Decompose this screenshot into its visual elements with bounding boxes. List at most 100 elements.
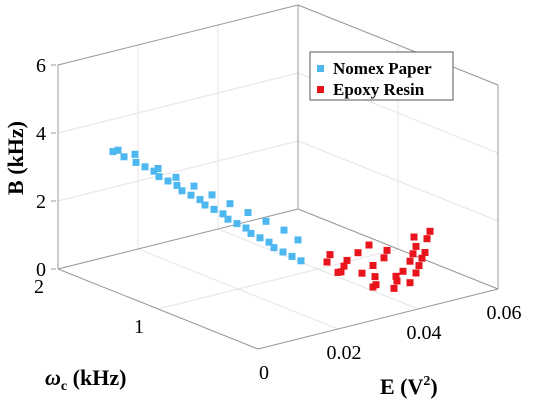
z-tick-label: 0 <box>36 259 46 281</box>
legend: Nomex Paper Epoxy Resin <box>309 51 454 101</box>
data-point <box>372 281 380 289</box>
data-point <box>132 158 140 166</box>
legend-marker-nomex <box>317 65 324 72</box>
data-point <box>399 267 407 275</box>
legend-label-epoxy: Epoxy Resin <box>333 80 425 99</box>
legend-marker-epoxy <box>317 86 324 93</box>
data-point <box>406 279 414 287</box>
data-point <box>393 277 401 285</box>
axis-box-edge <box>297 208 499 290</box>
data-point <box>418 254 426 262</box>
data-point <box>178 187 186 195</box>
data-point <box>409 250 417 258</box>
x-tick-label: 0.04 <box>407 322 442 344</box>
data-point <box>262 217 270 225</box>
z-tick-label: 2 <box>36 191 46 213</box>
data-point <box>173 181 181 189</box>
data-point <box>155 173 163 181</box>
x-tick-label: 0.06 <box>487 302 522 324</box>
grid-line <box>57 140 299 202</box>
grid-line <box>157 248 399 310</box>
data-point <box>224 215 232 223</box>
data-point <box>294 236 302 244</box>
data-point <box>141 163 149 171</box>
data-points <box>109 146 434 292</box>
data-point <box>380 254 388 262</box>
data-point <box>343 256 351 264</box>
data-point <box>371 273 379 281</box>
data-point <box>233 220 241 228</box>
data-point <box>154 165 162 172</box>
data-point <box>190 182 198 190</box>
data-point <box>265 238 273 246</box>
data-point <box>392 272 400 280</box>
data-point <box>421 249 429 256</box>
y-tick-label: 1 <box>134 316 144 338</box>
legend-box <box>309 51 454 101</box>
data-point <box>256 234 264 242</box>
data-point <box>131 150 139 158</box>
data-point <box>288 252 296 260</box>
data-point <box>187 191 195 199</box>
data-point <box>412 269 420 277</box>
x-tick-label: 0.02 <box>327 342 362 364</box>
data-point <box>242 224 250 232</box>
data-point <box>210 205 218 213</box>
data-point <box>369 262 377 269</box>
data-point <box>297 257 305 265</box>
data-point <box>120 153 128 161</box>
axis-box-edge <box>257 288 499 350</box>
data-point <box>406 257 414 265</box>
y-label-unit: (kHz) <box>67 365 126 390</box>
data-point <box>208 191 216 199</box>
data-point <box>412 242 420 250</box>
data-point <box>354 249 362 257</box>
data-point <box>365 241 373 249</box>
legend-label-nomex: Nomex Paper <box>333 59 432 78</box>
data-point <box>280 226 288 234</box>
grid-line <box>57 72 299 134</box>
data-point <box>426 227 434 235</box>
data-point <box>410 233 418 241</box>
z-tick-label: 6 <box>36 55 46 77</box>
data-point <box>279 248 287 256</box>
y-label-subscript: c <box>61 379 67 394</box>
data-point <box>423 235 431 243</box>
data-point <box>415 262 423 270</box>
data-point <box>244 209 252 216</box>
y-tick-label: 2 <box>34 276 44 298</box>
axes-box <box>57 4 499 350</box>
data-point <box>172 173 180 181</box>
data-point <box>323 258 331 266</box>
data-point <box>390 284 398 292</box>
x-tick-label: 0 <box>259 362 269 384</box>
data-point <box>383 246 391 254</box>
data-point <box>109 148 117 156</box>
z-axis-label: B (kHz) <box>3 121 28 195</box>
axis-box-edge <box>57 4 299 66</box>
x-axis-label: E (V2) <box>380 374 438 399</box>
data-point <box>326 251 334 259</box>
data-point <box>150 167 158 175</box>
data-point <box>201 201 209 209</box>
x-label-symbol: E (V <box>380 374 424 399</box>
data-point <box>340 262 348 270</box>
data-point <box>219 210 227 218</box>
axis-box-edge <box>57 208 299 270</box>
data-point <box>247 229 255 237</box>
x-label-superscript: 2 <box>423 374 430 389</box>
z-tick-label: 4 <box>36 123 46 145</box>
x-label-close: ) <box>430 374 437 399</box>
y-axis-label: ωc (kHz) <box>45 365 126 394</box>
data-point <box>196 196 204 204</box>
data-point <box>270 244 278 252</box>
axis-box-edge <box>297 4 499 86</box>
data-point <box>358 269 366 277</box>
data-point <box>114 146 122 154</box>
y-label-symbol: ω <box>45 365 61 390</box>
data-point <box>164 177 172 185</box>
data-point <box>337 268 345 276</box>
axis-box-edge <box>57 268 259 350</box>
